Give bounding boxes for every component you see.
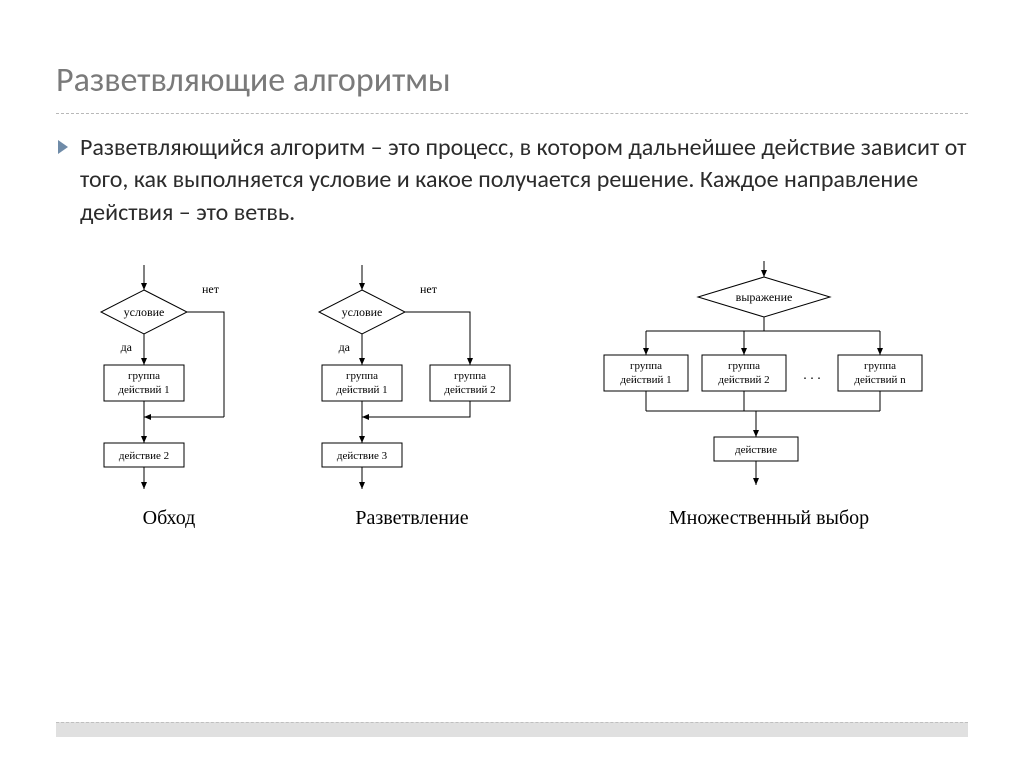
svg-text:группа: группа	[128, 370, 160, 382]
svg-text:действий 2: действий 2	[718, 374, 769, 386]
dots: . . .	[803, 368, 821, 383]
act-label: действие	[735, 444, 777, 456]
bottom-accent-bar	[56, 722, 968, 737]
bullet-row: Разветвляющийся алгоритм – это процесс, …	[56, 132, 968, 229]
body-text: Разветвляющийся алгоритм – это процесс, …	[80, 132, 968, 229]
expr-label: выражение	[736, 290, 793, 304]
no2-label: нет	[420, 282, 438, 296]
caption-mnozh: Множественный выбор	[594, 507, 944, 530]
svg-text:группа: группа	[728, 360, 760, 372]
svg-text:действий 2: действий 2	[444, 384, 495, 396]
svg-text:действий 1: действий 1	[620, 374, 671, 386]
cond2-label: условие	[342, 305, 383, 319]
cond-label: условие	[124, 305, 165, 319]
svg-text:действий 1: действий 1	[336, 384, 387, 396]
slide: Разветвляющие алгоритмы Разветвляющийся …	[0, 0, 1024, 767]
flowchart-razvet-svg: условие да группа действий 1 нет группа …	[292, 257, 532, 497]
diagrams-area: условие да группа действий 1 нет действи…	[56, 257, 968, 577]
yes2-label: да	[339, 340, 351, 354]
act3-label: действие 3	[337, 450, 388, 462]
diagram-razvetvlenie: условие да группа действий 1 нет группа …	[292, 257, 532, 502]
yes-label: да	[121, 340, 133, 354]
caption-razvet: Разветвление	[292, 507, 532, 530]
bullet-arrow-icon	[56, 139, 70, 155]
svg-text:группа: группа	[346, 370, 378, 382]
no-label: нет	[202, 282, 220, 296]
title-underline	[56, 113, 968, 114]
caption-obhod: Обход	[74, 507, 264, 530]
flowchart-mnozh-svg: выражение группа действий 1 группа дейст…	[594, 257, 944, 497]
flowchart-obhod-svg: условие да группа действий 1 нет действи…	[74, 257, 264, 497]
slide-title: Разветвляющие алгоритмы	[56, 60, 968, 101]
svg-text:группа: группа	[454, 370, 486, 382]
act2-label: действие 2	[119, 450, 169, 462]
diagram-obhod: условие да группа действий 1 нет действи…	[74, 257, 264, 502]
diagram-mnozh: выражение группа действий 1 группа дейст…	[594, 257, 944, 502]
svg-text:группа: группа	[864, 360, 896, 372]
svg-text:группа: группа	[630, 360, 662, 372]
svg-text:действий n: действий n	[854, 374, 906, 386]
svg-text:действий 1: действий 1	[118, 384, 169, 396]
